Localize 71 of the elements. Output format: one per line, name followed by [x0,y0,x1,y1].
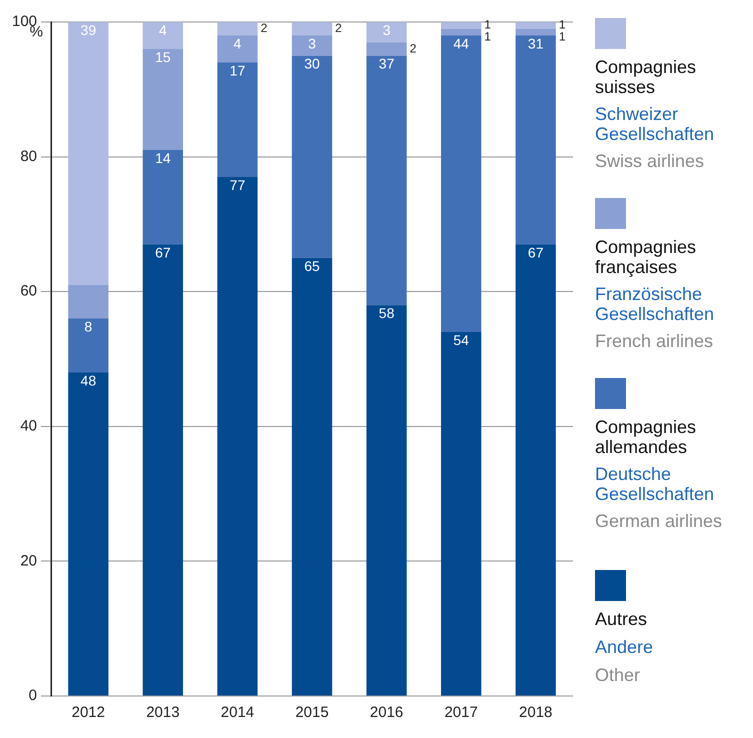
bar [516,22,556,29]
bar [441,28,482,36]
bar [217,177,258,696]
data-label: 30 [304,56,320,72]
data-label: 2 [410,41,417,56]
data-label: 1 [484,18,492,32]
data-label: 44 [453,35,470,52]
y-tick-label: 60 [20,282,38,300]
legend-label: Compagnies allemandes Deutsche Gesellschaften German airlines [595,417,724,531]
data-label: 3 [382,22,391,38]
data-label: 48 [80,372,96,388]
bar [366,42,407,56]
bar [516,28,556,36]
bar [441,332,482,696]
data-label: 1 [558,18,566,32]
data-label: 2 [335,21,342,36]
data-label: 67 [155,244,171,260]
bar [142,244,184,696]
bar [441,22,482,29]
data-label: 4 [234,35,242,52]
data-label: 65 [304,258,320,274]
bar [68,284,108,319]
data-label: 1 [484,30,492,44]
data-label: 67 [528,244,544,260]
x-tick-label: 2017 [444,704,478,722]
bar [142,22,184,49]
x-tick-label: 2013 [146,704,180,722]
x-tick-label: 2014 [220,704,254,722]
data-label: 58 [378,304,395,321]
bar [292,35,332,56]
x-tick-label: 2018 [519,704,552,722]
data-label: 54 [453,332,470,348]
data-label: 14 [155,150,171,166]
data-label: 8 [84,318,92,334]
legend-label: Compagnies françaises Französische Gesellschaften French airlines [595,237,716,351]
legend-label: Autres Andere Other [595,609,654,685]
bar [516,35,556,244]
data-label: 3 [308,35,316,52]
data-label: 37 [378,56,395,72]
bar [217,62,258,178]
data-label: 77 [230,176,246,193]
data-label: 4 [158,22,167,38]
bar [217,22,258,36]
data-label: 17 [230,62,246,78]
data-label: 2 [260,21,268,36]
bar [292,22,332,36]
x-tick-label: 2015 [295,704,329,722]
data-label: 39 [80,22,96,38]
bar [217,35,258,62]
bar [68,372,108,696]
bar [366,56,407,306]
y-tick-label: 20 [20,552,38,570]
x-tick-label: 2016 [370,704,404,722]
bar [68,22,108,285]
data-label: 31 [528,35,544,52]
bar [366,305,407,696]
bar [292,258,332,696]
bar [366,22,407,42]
y-tick-label: 0 [28,687,38,704]
bar [292,56,332,258]
bar [516,244,556,696]
x-tick-label: 2012 [72,704,105,722]
bar [441,35,482,332]
bar [142,150,184,244]
data-label: 1 [558,30,566,44]
legend-label: Compagnies suisses Schweizer Gesellschaften Swiss airlines [595,57,716,171]
y-tick-label: 80 [20,148,38,165]
bar [142,48,184,150]
data-label: 15 [155,48,171,65]
bar [68,318,108,372]
y-tick-label: 40 [20,418,38,435]
